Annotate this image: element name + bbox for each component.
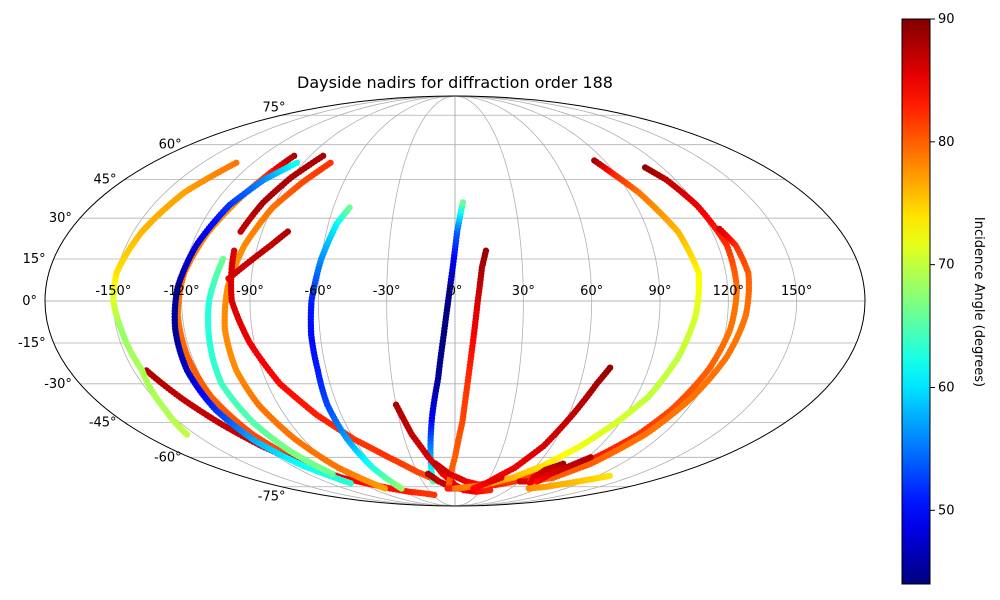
lat-tick-label: -75° — [258, 490, 286, 505]
lat-tick-label: 75° — [262, 100, 285, 115]
lat-tick-label: -60° — [154, 450, 182, 465]
data-point — [716, 225, 723, 233]
latitude-tick-labels: -75° -60° -45° -30° -15° 0° 15° 30° 45° 60° 75° — [18, 100, 286, 504]
chart-title: Dayside nadirs for diffraction order 188 — [297, 73, 613, 92]
lat-tick-label: 15° — [23, 252, 46, 267]
data-point — [290, 152, 298, 160]
data-point — [526, 480, 534, 487]
lat-tick-label: 30° — [49, 211, 72, 226]
lon-tick-label: -90° — [236, 284, 264, 299]
lon-tick-label: 120° — [713, 284, 744, 299]
lon-tick-label: -120° — [164, 284, 200, 299]
lat-tick-label: 0° — [22, 294, 37, 309]
colorbar-tick-label: 70 — [938, 258, 955, 273]
colorbar — [901, 18, 931, 585]
lon-tick-label: -60° — [304, 284, 332, 299]
scatter-points — [110, 152, 753, 499]
colorbar-ticks: 50 60 70 80 90 — [930, 12, 955, 518]
data-point — [237, 228, 244, 235]
lat-tick-label: -30° — [44, 377, 72, 392]
lat-tick-label: -15° — [18, 336, 46, 351]
lat-tick-label: 45° — [94, 173, 117, 188]
data-point — [591, 157, 598, 164]
colorbar-tick-label: 90 — [938, 12, 955, 27]
data-point — [641, 164, 649, 171]
lon-tick-label: 30° — [512, 284, 535, 299]
data-point — [233, 159, 240, 166]
data-point — [225, 275, 232, 282]
lat-tick-label: -45° — [89, 415, 117, 430]
colorbar-tick-label: 80 — [938, 135, 955, 150]
longitude-tick-labels: -150° -120° -90° -60° -30° 0° 30° 60° 90° 120° 150… — [95, 284, 812, 299]
lon-tick-label: -30° — [373, 284, 401, 299]
data-point — [482, 247, 490, 254]
data-point — [486, 486, 494, 494]
lon-tick-label: -150° — [95, 284, 131, 299]
data-point — [606, 364, 614, 371]
lon-tick-label: 90° — [648, 284, 671, 299]
data-point — [606, 472, 613, 479]
colorbar-tick-label: 60 — [938, 380, 955, 395]
data-point — [470, 485, 477, 492]
data-point — [327, 159, 334, 166]
lon-tick-label: 0° — [448, 284, 463, 299]
data-point — [293, 159, 301, 166]
data-point — [219, 255, 227, 263]
colorbar-label: Incidence Angle (degrees) — [971, 217, 986, 387]
data-point — [459, 199, 467, 206]
data-point — [346, 204, 353, 211]
data-point — [431, 491, 438, 499]
lat-tick-label: 60° — [159, 138, 182, 153]
colorbar-tick-label: 50 — [938, 503, 955, 518]
mollweide-outline — [44, 95, 866, 507]
lon-tick-label: 150° — [781, 284, 812, 299]
lon-tick-label: 60° — [580, 284, 603, 299]
data-point — [534, 478, 541, 485]
